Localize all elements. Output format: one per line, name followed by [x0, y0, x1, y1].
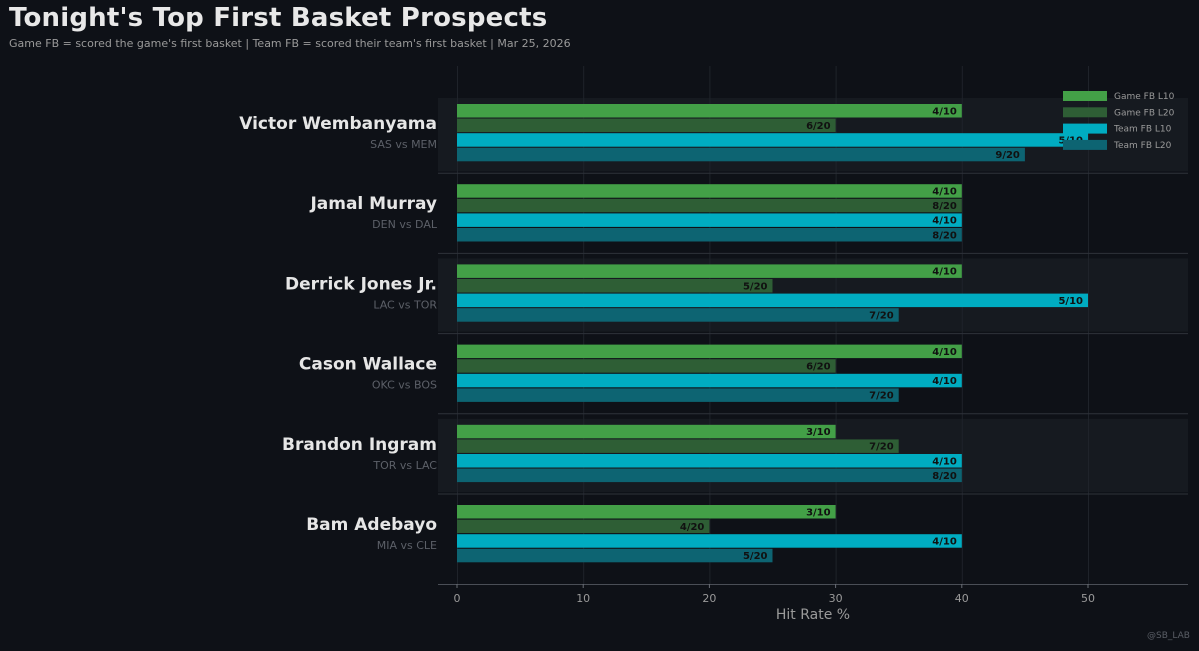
player-matchup: LAC vs TOR: [373, 298, 437, 311]
bar-value-label: 7/20: [869, 310, 894, 321]
bar-game_l20: [457, 519, 710, 534]
x-tick-label: 30: [829, 592, 843, 605]
legend-label: Team FB L10: [1113, 125, 1172, 135]
bar-game_l10: [457, 264, 962, 278]
player-name: Victor Wembanyama: [239, 114, 437, 134]
bar-value-label: 8/20: [932, 201, 957, 212]
legend-swatch-game_l10: [1063, 91, 1107, 101]
x-tick-label: 10: [576, 592, 590, 605]
bar-value-label: 4/10: [932, 347, 957, 358]
bar-game_l20: [457, 118, 836, 133]
x-axis-title: Hit Rate %: [776, 607, 850, 623]
bar-value-label: 4/10: [932, 267, 957, 278]
bar-value-label: 3/10: [806, 507, 831, 518]
player-name: Jamal Murray: [309, 194, 437, 214]
bar-team_l20: [457, 147, 1025, 162]
player-name: Bam Adebayo: [306, 515, 437, 535]
bar-team_l10: [457, 454, 962, 468]
bar-team_l10: [457, 213, 962, 227]
bar-value-label: 4/10: [932, 456, 957, 467]
legend-swatch-team_l20: [1063, 139, 1107, 150]
bar-value-label: 8/20: [932, 471, 957, 482]
bar-value-label: 7/20: [869, 442, 894, 453]
bar-game_l20: [457, 359, 836, 373]
bar-game_l10: [457, 184, 962, 198]
chart-title: Tonight's Top First Basket Prospects: [9, 3, 548, 33]
bar-value-label: 3/10: [806, 427, 831, 438]
bar-value-label: 5/20: [743, 281, 768, 292]
chart-subtitle: Game FB = scored the game's first basket…: [9, 37, 571, 50]
bar-value-label: 4/10: [932, 376, 957, 387]
bar-game_l10: [457, 424, 836, 439]
bar-value-label: 6/20: [806, 361, 831, 372]
x-tick-label: 20: [702, 592, 716, 605]
bar-value-label: 4/10: [932, 186, 957, 197]
legend-label: Game FB L20: [1114, 108, 1175, 118]
bar-game_l20: [457, 198, 962, 213]
bar-game_l10: [457, 505, 836, 519]
bar-value-label: 4/10: [932, 216, 957, 227]
player-matchup: SAS vs MEM: [370, 138, 437, 151]
legend-swatch-team_l10: [1063, 123, 1107, 134]
bar-team_l20: [457, 308, 899, 322]
bar-value-label: 7/20: [869, 391, 894, 402]
bar-game_l20: [457, 279, 773, 293]
bar-value-label: 4/10: [932, 106, 957, 117]
player-matchup: TOR vs LAC: [372, 459, 437, 472]
x-tick-label: 0: [454, 592, 461, 605]
bar-team_l20: [457, 548, 773, 563]
player-matchup: MIA vs CLE: [377, 539, 437, 552]
bar-value-label: 5/20: [743, 551, 768, 562]
bar-team_l20: [457, 228, 962, 242]
bar-team_l10: [457, 534, 962, 548]
x-tick-label: 40: [955, 592, 969, 605]
bar-team_l20: [457, 388, 899, 402]
player-name: Brandon Ingram: [282, 435, 437, 455]
player-name: Derrick Jones Jr.: [285, 274, 437, 294]
bar-value-label: 5/10: [1058, 296, 1083, 307]
x-tick-label: 50: [1081, 592, 1095, 605]
bar-team_l20: [457, 468, 962, 483]
bar-value-label: 9/20: [995, 150, 1020, 161]
legend-swatch-game_l20: [1063, 107, 1107, 118]
bar-team_l10: [457, 133, 1088, 147]
bar-game_l20: [457, 439, 899, 453]
bar-value-label: 8/20: [932, 230, 957, 241]
bar-value-label: 4/10: [932, 536, 957, 547]
bar-value-label: 6/20: [806, 121, 831, 132]
bar-team_l10: [457, 293, 1088, 308]
bar-team_l10: [457, 373, 962, 388]
player-matchup: DEN vs DAL: [372, 218, 438, 231]
bar-game_l10: [457, 344, 962, 359]
player-matchup: OKC vs BOS: [372, 379, 437, 392]
bar-value-label: 4/20: [680, 522, 705, 533]
player-name: Cason Wallace: [299, 355, 437, 375]
watermark: @SB_LAB: [1147, 631, 1190, 641]
bar-game_l10: [457, 104, 962, 118]
legend-label: Game FB L10: [1114, 92, 1175, 102]
legend-label: Team FB L20: [1113, 141, 1172, 151]
